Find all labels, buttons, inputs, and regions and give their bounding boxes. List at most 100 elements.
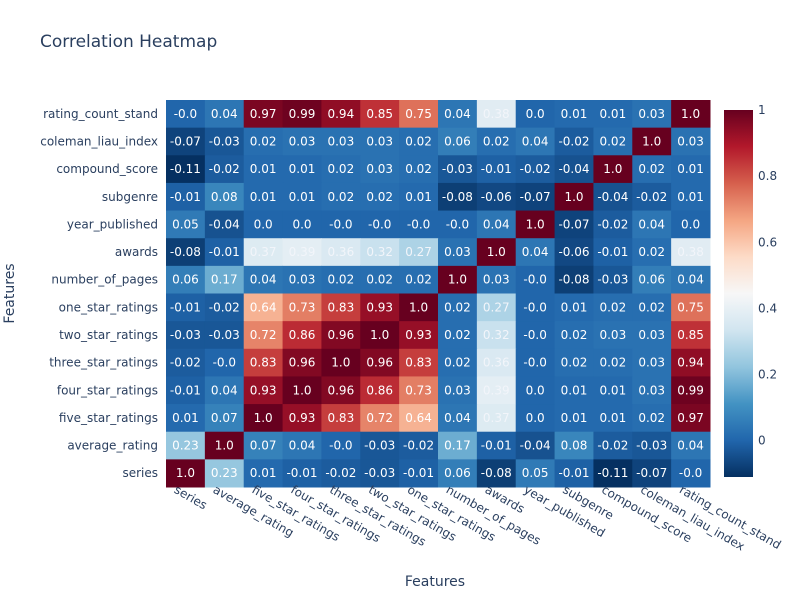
heatmap-cell [321, 459, 361, 488]
cell-value-label: 0.03 [444, 383, 471, 397]
cell-value-label: 0.01 [599, 411, 626, 425]
cell-value-label: -0.04 [209, 217, 240, 231]
heatmap-cell [243, 127, 284, 156]
cell-value-label: 0.07 [250, 439, 277, 453]
colorbar [724, 110, 753, 477]
cell-value-label: -0.02 [597, 439, 628, 453]
heatmap-cell [204, 182, 245, 212]
cell-value-label: 0.93 [405, 328, 432, 342]
cell-value-label: 0.03 [289, 273, 316, 287]
heatmap-cell [476, 404, 517, 433]
cell-value-label: 0.01 [561, 411, 588, 425]
x-axis-title: Features [405, 574, 465, 590]
heatmap-cell [243, 100, 284, 129]
heatmap-cell [282, 404, 322, 433]
cell-value-label: 0.96 [327, 328, 354, 342]
heatmap-cell [282, 431, 322, 460]
heatmap-cell [593, 238, 633, 267]
cell-value-label: 0.02 [444, 356, 471, 370]
heatmap-cell [204, 404, 245, 433]
cell-value-label: -0.03 [636, 439, 667, 453]
cell-value-label: 0.02 [638, 245, 665, 259]
cell-value-label: -0.02 [170, 356, 201, 370]
heatmap-cell [282, 321, 322, 350]
cell-value-label: 0.06 [638, 273, 665, 287]
heatmap-cell [515, 265, 556, 294]
cell-value-label: 0.39 [483, 383, 510, 397]
heatmap-cell [554, 459, 594, 488]
cell-value-label: 0.0 [526, 107, 545, 121]
y-tick-label: number_of_pages [51, 273, 158, 287]
heatmap-cell [593, 127, 633, 156]
heatmap-cell [438, 321, 478, 350]
heatmap-cell [671, 155, 711, 184]
heatmap-cell [554, 238, 594, 267]
heatmap-cell [166, 348, 206, 377]
cell-value-label: 0.04 [444, 107, 471, 121]
cell-value-label: 0.38 [677, 245, 704, 259]
y-tick-label: series [122, 466, 158, 480]
heatmap-cell [476, 293, 517, 322]
heatmap-cell [593, 376, 633, 405]
heatmap-cell [399, 376, 439, 405]
heatmap-cell [438, 127, 478, 156]
cell-value-label: 0.83 [327, 300, 354, 314]
cell-value-label: -0.02 [209, 162, 240, 176]
cell-value-label: 0.0 [526, 383, 545, 397]
heatmap-cell [593, 348, 633, 377]
cell-value-label: 0.03 [638, 107, 665, 121]
cell-value-label: 0.04 [289, 439, 316, 453]
cell-value-label: 0.36 [483, 356, 510, 370]
heatmap-cell [671, 127, 711, 156]
heatmap-cell [243, 265, 284, 294]
heatmap-cell [554, 182, 594, 212]
heatmap-cell [554, 127, 594, 156]
heatmap-cell [360, 404, 400, 433]
heatmap-cell [399, 321, 439, 350]
heatmap-cell [438, 404, 478, 433]
heatmap-cell [166, 210, 206, 239]
heatmap-cell [360, 431, 400, 460]
cell-value-label: 0.02 [327, 162, 354, 176]
heatmap-cell [282, 210, 322, 239]
heatmap-cell [166, 155, 206, 184]
heatmap-cell [632, 127, 672, 156]
cell-value-label: 1.0 [564, 190, 583, 204]
heatmap-cell [671, 182, 711, 212]
cell-value-label: 0.03 [444, 245, 471, 259]
cell-value-label: -0.0 [329, 217, 352, 231]
cell-value-label: 0.64 [250, 300, 277, 314]
cell-value-label: 0.03 [289, 134, 316, 148]
cell-value-label: 1.0 [254, 411, 273, 425]
cell-value-label: 0.94 [677, 356, 704, 370]
heatmap-cell [321, 210, 361, 239]
heatmap-cell [515, 238, 556, 267]
cell-value-label: -0.0 [368, 217, 391, 231]
cell-value-label: 0.02 [366, 190, 393, 204]
cell-value-label: 0.01 [599, 383, 626, 397]
cell-value-label: 0.01 [677, 190, 704, 204]
cell-value-label: 0.02 [599, 134, 626, 148]
heatmap-cell [554, 431, 594, 460]
cell-value-label: -0.0 [407, 217, 430, 231]
cell-value-label: 0.97 [250, 107, 277, 121]
cell-value-label: 0.02 [405, 162, 432, 176]
heatmap-cell [399, 265, 439, 294]
heatmap-cell [671, 348, 711, 377]
heatmap-cell [632, 155, 672, 184]
cell-value-label: -0.04 [520, 439, 551, 453]
heatmap-cell [515, 100, 556, 129]
colorbar-tick-label: 0.2 [758, 368, 777, 382]
heatmap-cell [554, 293, 594, 322]
cell-value-label: 0.02 [561, 356, 588, 370]
cell-value-label: -0.07 [520, 190, 551, 204]
heatmap-cell [632, 210, 672, 239]
heatmap-cell [554, 321, 594, 350]
heatmap-cell [438, 155, 478, 184]
heatmap-cell [515, 321, 556, 350]
heatmap-cell [632, 293, 672, 322]
heatmap-cell [243, 404, 284, 433]
heatmap-cell [632, 182, 672, 212]
cell-value-label: 0.36 [327, 245, 354, 259]
